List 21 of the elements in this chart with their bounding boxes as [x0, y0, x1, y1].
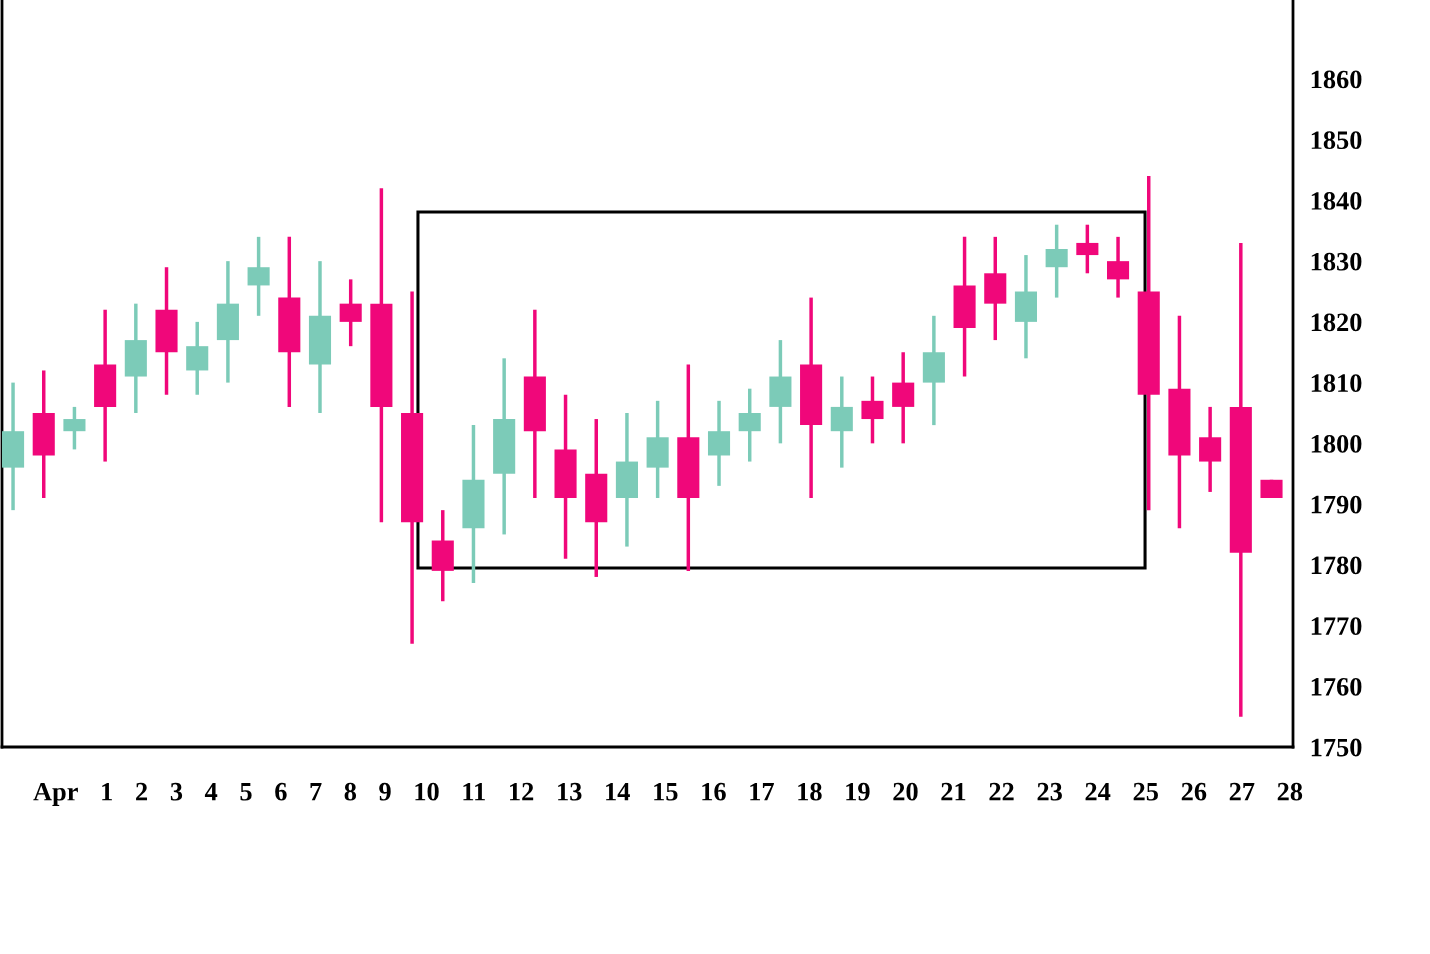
candlestick — [1076, 224, 1099, 274]
y-tick-label: 1760 — [1311, 677, 1362, 696]
y-tick-label: 1790 — [1311, 495, 1362, 514]
text: Apr 1 2 3 4 5 6 7 8 9 10 11 12 13 14 15 16 17 18 19 20 21 22 23 24 25 26 27 28 — [33, 782, 1303, 806]
candlestick — [247, 236, 270, 316]
y-tick-label: 1860 — [1311, 70, 1362, 89]
y-tick-label: 1810 — [1311, 374, 1362, 393]
candlestick — [63, 405, 86, 450]
y-tick-label: 1830 — [1311, 252, 1362, 271]
y-tick-label: 1850 — [1311, 131, 1362, 150]
candlestick — [1045, 224, 1068, 298]
y-tick-label: 1820 — [1311, 313, 1362, 332]
y-tick-label: 1840 — [1311, 192, 1362, 210]
y-tick-label: 1800 — [1311, 434, 1362, 453]
y-tick-label: 1780 — [1311, 556, 1362, 575]
candlestick — [1106, 236, 1130, 298]
candlestick — [738, 388, 761, 462]
y-tick-label: 1770 — [1311, 617, 1362, 635]
y-tick-label: 1750 — [1311, 738, 1362, 757]
candlestick — [339, 279, 362, 347]
candlestick — [861, 376, 884, 444]
